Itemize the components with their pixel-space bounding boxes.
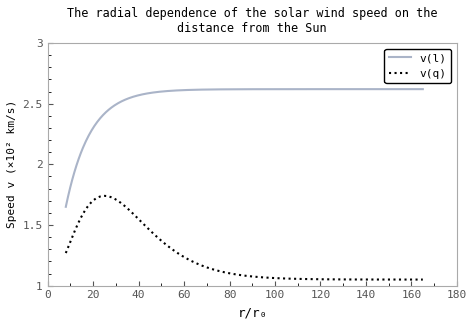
v(q) xyxy=(233,273,239,276)
Y-axis label: Speed v (×10² km/s): Speed v (×10² km/s) xyxy=(7,100,17,229)
X-axis label: r/r₀: r/r₀ xyxy=(237,306,267,319)
v(q) xyxy=(276,276,282,280)
Legend: v(l), v(q): v(l), v(q) xyxy=(384,49,451,83)
v(q) xyxy=(420,278,426,282)
Line: v(l): v(l) xyxy=(66,89,423,207)
v(q) xyxy=(257,275,263,279)
v(q) xyxy=(412,278,418,282)
Line: v(q): v(q) xyxy=(66,196,423,280)
v(q) xyxy=(63,251,69,255)
v(l) xyxy=(356,87,361,91)
v(q) xyxy=(236,273,241,277)
v(l) xyxy=(411,87,417,91)
v(l) xyxy=(233,87,238,91)
v(l) xyxy=(235,87,240,91)
v(l) xyxy=(256,87,262,91)
v(q) xyxy=(356,277,362,281)
Title: The radial dependence of the solar wind speed on the
distance from the Sun: The radial dependence of the solar wind … xyxy=(67,7,438,35)
v(l) xyxy=(420,87,426,91)
v(q) xyxy=(101,194,107,198)
v(l) xyxy=(63,205,69,209)
v(l) xyxy=(275,87,281,91)
